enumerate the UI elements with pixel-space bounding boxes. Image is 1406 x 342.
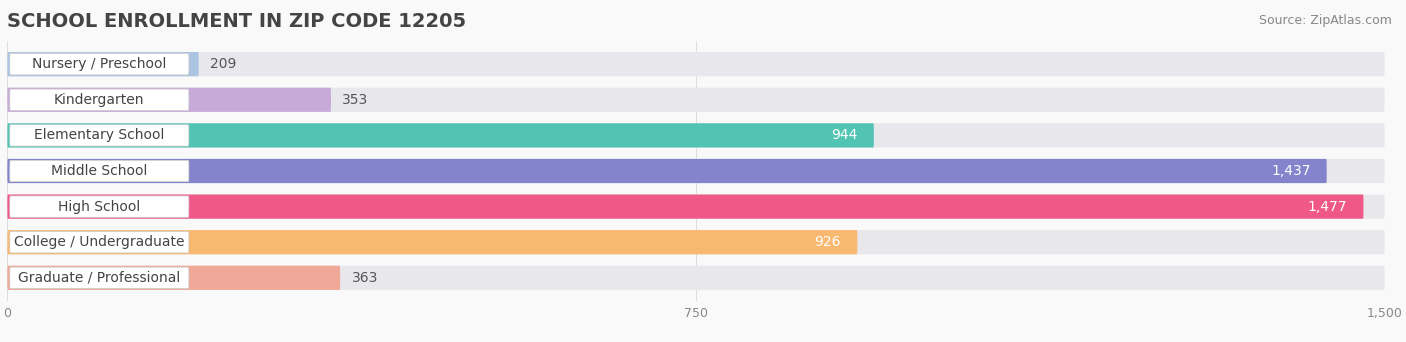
FancyBboxPatch shape [7, 230, 858, 254]
FancyBboxPatch shape [10, 89, 188, 110]
Text: 363: 363 [352, 271, 378, 285]
FancyBboxPatch shape [7, 123, 875, 147]
FancyBboxPatch shape [10, 160, 188, 182]
Text: College / Undergraduate: College / Undergraduate [14, 235, 184, 249]
Text: Kindergarten: Kindergarten [53, 93, 145, 107]
FancyBboxPatch shape [7, 159, 1385, 183]
Text: SCHOOL ENROLLMENT IN ZIP CODE 12205: SCHOOL ENROLLMENT IN ZIP CODE 12205 [7, 12, 467, 31]
Text: Graduate / Professional: Graduate / Professional [18, 271, 180, 285]
FancyBboxPatch shape [7, 88, 1385, 112]
FancyBboxPatch shape [7, 159, 1327, 183]
FancyBboxPatch shape [7, 88, 330, 112]
FancyBboxPatch shape [7, 266, 340, 290]
FancyBboxPatch shape [7, 195, 1385, 219]
FancyBboxPatch shape [7, 266, 1385, 290]
Text: 1,437: 1,437 [1271, 164, 1310, 178]
FancyBboxPatch shape [7, 123, 1385, 147]
FancyBboxPatch shape [10, 125, 188, 146]
FancyBboxPatch shape [7, 52, 198, 76]
Text: 209: 209 [209, 57, 236, 71]
FancyBboxPatch shape [7, 230, 1385, 254]
Text: 944: 944 [831, 128, 858, 142]
Text: 1,477: 1,477 [1308, 200, 1347, 214]
FancyBboxPatch shape [10, 232, 188, 253]
Text: 353: 353 [342, 93, 368, 107]
FancyBboxPatch shape [7, 52, 1385, 76]
FancyBboxPatch shape [7, 195, 1364, 219]
FancyBboxPatch shape [10, 53, 188, 75]
Text: High School: High School [58, 200, 141, 214]
Text: Source: ZipAtlas.com: Source: ZipAtlas.com [1258, 14, 1392, 27]
Text: Elementary School: Elementary School [34, 128, 165, 142]
Text: Nursery / Preschool: Nursery / Preschool [32, 57, 166, 71]
FancyBboxPatch shape [10, 267, 188, 289]
FancyBboxPatch shape [10, 196, 188, 217]
Text: 926: 926 [814, 235, 841, 249]
Text: Middle School: Middle School [51, 164, 148, 178]
